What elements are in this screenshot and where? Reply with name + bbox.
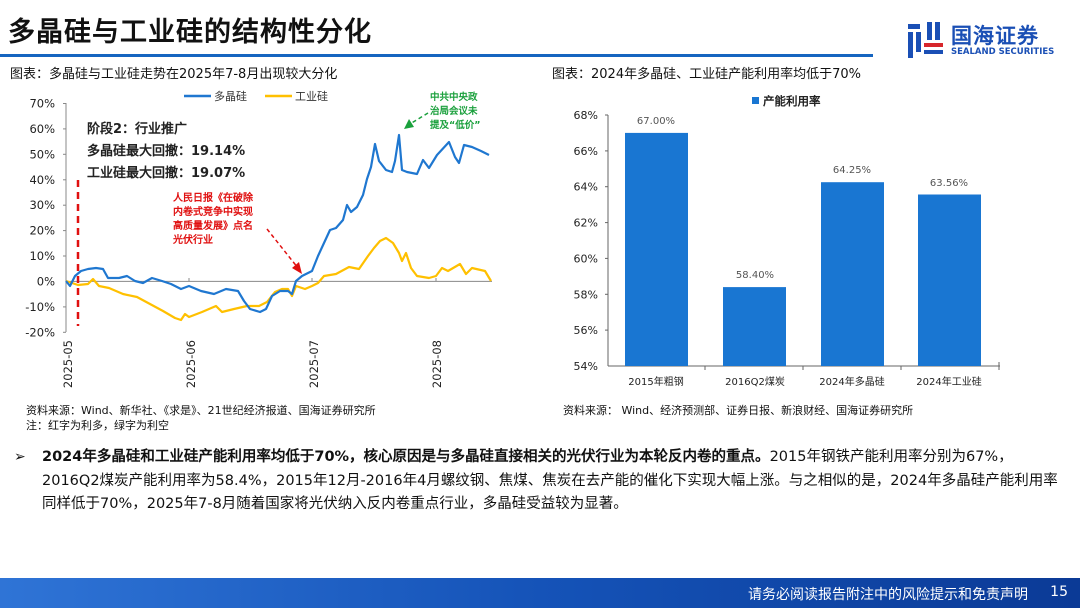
bar-industrial-silicon-2024 xyxy=(918,194,981,366)
svg-text:内卷式竞争中实现: 内卷式竞争中实现 xyxy=(173,205,253,218)
y-tick: -10% xyxy=(25,300,55,314)
bullet-arrow-icon: ➢ xyxy=(14,449,26,465)
y-tick: 68% xyxy=(574,109,598,122)
data-label: 67.00% xyxy=(637,116,675,127)
legend-label: 产能利用率 xyxy=(763,94,821,108)
logo-english-name: SEALAND SECURITIES xyxy=(951,47,1055,57)
summary-paragraph: ➢ 2024年多晶硅和工业硅产能利用率均低于70%，核心原因是与多晶硅直接相关的… xyxy=(14,446,1066,517)
y-tick: 70% xyxy=(29,97,55,111)
legend-swatch-icon xyxy=(752,97,759,104)
red-note: 人民日报《在破除 内卷式竞争中实现 高质量发展》点名 光伏行业 xyxy=(172,191,254,246)
company-logo: 国海证券 SEALAND SECURITIES xyxy=(905,20,1065,62)
x-tick: 2025-06 xyxy=(184,340,198,388)
svg-text:多晶硅最大回撤：19.14%: 多晶硅最大回撤：19.14% xyxy=(87,143,245,159)
green-arrow-line xyxy=(409,112,429,125)
data-labels: 67.00% 58.40% 64.25% 63.56% xyxy=(637,116,968,281)
data-label: 63.56% xyxy=(930,178,968,189)
bar-polysilicon-2024 xyxy=(821,182,884,366)
summary-bold: 2024年多晶硅和工业硅产能利用率均低于70%，核心原因是与多晶硅直接相关的光伏… xyxy=(42,449,770,465)
y-tick: 60% xyxy=(29,122,55,136)
bar-coal-2016q2 xyxy=(723,287,786,366)
legend: 产能利用率 xyxy=(752,94,821,108)
left-source: 资料来源：Wind、新华社、《求是》、21世纪经济报道、国海证券研究所 xyxy=(26,404,376,417)
y-tick: 0% xyxy=(37,274,55,288)
sealand-logo-icon xyxy=(908,22,943,58)
y-axis: 70% 60% 50% 40% 30% 20% 10% 0% -10% -20% xyxy=(25,97,67,339)
svg-text:高质量发展》点名: 高质量发展》点名 xyxy=(173,219,253,232)
y-tick: 40% xyxy=(29,173,55,187)
x-axis: 2015年粗钢 2016Q2煤炭 2024年多晶硅 2024年工业硅 xyxy=(608,362,1000,388)
green-note: 中共中央政 治局会议未 提及“低价” xyxy=(430,91,481,131)
green-arrow-head-icon xyxy=(404,119,414,129)
x-tick: 2025-08 xyxy=(430,340,444,388)
series-line-polysilicon xyxy=(65,133,490,314)
y-tick: 10% xyxy=(29,249,55,263)
bar-chart: 产能利用率 68% 66% 64% 62% 60% 58% 56% 54% xyxy=(574,94,1000,388)
svg-text:人民日报《在破除: 人民日报《在破除 xyxy=(173,191,254,204)
svg-text:中共中央政: 中共中央政 xyxy=(430,91,478,103)
y-tick: 50% xyxy=(29,147,55,161)
x-tick: 2025-05 xyxy=(61,340,75,388)
svg-text:工业硅最大回撤：19.07%: 工业硅最大回撤：19.07% xyxy=(87,165,245,181)
bars xyxy=(625,132,981,366)
data-label: 58.40% xyxy=(736,270,774,281)
x-category-label: 2024年多晶硅 xyxy=(819,375,884,388)
y-tick: 20% xyxy=(29,224,55,238)
x-axis: 2025-05 2025-06 2025-07 2025-08 xyxy=(61,278,492,388)
series-line-industrial-silicon xyxy=(65,236,492,322)
footer-bar: 请务必阅读报告附注中的风险提示和免责声明 15 xyxy=(0,578,1080,608)
stage-annotation: 阶段2：行业推广 多晶硅最大回撤：19.14% 工业硅最大回撤：19.07% xyxy=(87,121,245,181)
data-label: 64.25% xyxy=(833,165,871,176)
red-arrow-line xyxy=(266,228,299,269)
y-tick: 66% xyxy=(574,145,598,158)
right-figure-caption: 图表：2024年多晶硅、工业硅产能利用率均低于70% xyxy=(552,67,861,82)
legend-label-industrial-silicon: 工业硅 xyxy=(295,90,328,103)
x-category-label: 2016Q2煤炭 xyxy=(725,375,785,388)
y-tick: -20% xyxy=(25,325,55,339)
x-category-label: 2024年工业硅 xyxy=(916,375,981,388)
y-tick: 60% xyxy=(574,252,598,265)
svg-text:阶段2：行业推广: 阶段2：行业推广 xyxy=(87,121,187,137)
y-tick: 54% xyxy=(574,360,598,373)
red-arrow-head-icon xyxy=(292,262,302,274)
svg-text:治局会议未: 治局会议未 xyxy=(430,105,478,117)
svg-text:光伏行业: 光伏行业 xyxy=(172,233,213,246)
y-axis: 68% 66% 64% 62% 60% 58% 56% 54% xyxy=(574,109,609,373)
x-category-label: 2015年粗钢 xyxy=(628,375,683,388)
legend: 多晶硅 工业硅 xyxy=(184,89,328,103)
footer-disclaimer: 请务必阅读报告附注中的风险提示和免责声明 xyxy=(748,587,1028,603)
page-title: 多晶硅与工业硅的结构性分化 xyxy=(8,17,372,48)
svg-text:提及“低价”: 提及“低价” xyxy=(430,119,481,131)
left-figure-caption: 图表：多晶硅与工业硅走势在2025年7-8月出现较大分化 xyxy=(10,67,338,82)
x-tick: 2025-07 xyxy=(307,340,321,388)
right-source: 资料来源： Wind、经济预测部、证券日报、新浪财经、国海证券研究所 xyxy=(563,404,914,417)
y-tick: 56% xyxy=(574,324,598,337)
y-tick: 62% xyxy=(574,217,598,230)
left-note: 注：红字为利多，绿字为利空 xyxy=(26,419,169,432)
legend-label-polysilicon: 多晶硅 xyxy=(214,89,247,103)
y-tick: 58% xyxy=(574,288,598,301)
summary-normal: 2015年钢铁产能利用率分别为67%，2016Q2煤炭产能利用率为58.4%，2… xyxy=(42,449,1058,512)
logo-chinese-name: 国海证券 xyxy=(951,24,1039,48)
title-divider xyxy=(0,54,873,57)
y-tick: 30% xyxy=(29,198,55,212)
bar-crude-steel-2015 xyxy=(625,132,688,366)
y-tick: 64% xyxy=(574,181,598,194)
line-chart: 70% 60% 50% 40% 30% 20% 10% 0% -10% -20%… xyxy=(25,89,492,388)
page-number: 15 xyxy=(1050,584,1068,600)
